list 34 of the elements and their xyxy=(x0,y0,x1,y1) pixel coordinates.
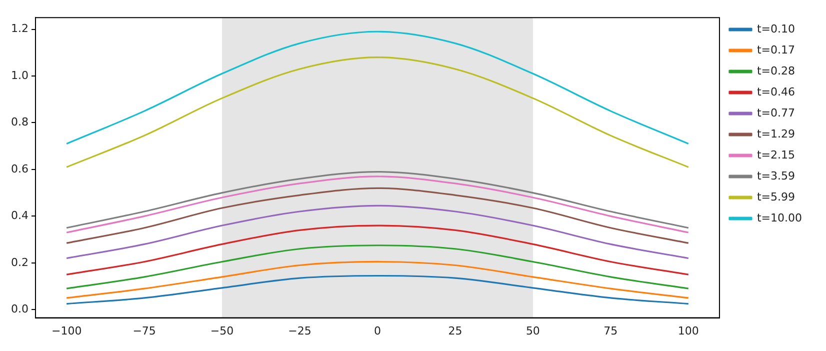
x-tick-label: 50 xyxy=(526,324,540,338)
y-tick-label: 1.0 xyxy=(10,68,28,82)
line-series xyxy=(66,30,690,145)
x-tick-label: 75 xyxy=(604,324,618,338)
x-tick-label: −50 xyxy=(210,324,234,338)
y-tick-label: 0.8 xyxy=(10,116,28,129)
y-tick-label: 0.2 xyxy=(10,256,28,269)
legend-label: t=1.29 xyxy=(756,127,796,140)
legend-label: t=2.15 xyxy=(756,148,796,162)
line-series xyxy=(66,224,690,276)
line-series xyxy=(66,204,690,260)
legend-label: t=10.00 xyxy=(756,211,802,224)
x-tick-label: 100 xyxy=(678,324,699,338)
line-series xyxy=(66,187,690,244)
legend-label: t=5.99 xyxy=(756,190,796,204)
legend-label: t=3.59 xyxy=(756,169,796,182)
x-tick-label: 25 xyxy=(448,324,462,338)
x-tick-label: −100 xyxy=(51,324,82,338)
line-series xyxy=(66,260,690,299)
legend-label: t=0.10 xyxy=(756,22,796,36)
line-series xyxy=(66,274,690,305)
legend-label: t=0.28 xyxy=(756,64,796,78)
line-series xyxy=(66,244,690,290)
x-tick-label: −75 xyxy=(132,324,156,338)
line-series xyxy=(66,56,690,168)
legend-label: t=0.46 xyxy=(756,85,796,98)
x-tick-label: −25 xyxy=(288,324,312,338)
y-tick-label: 0.0 xyxy=(10,302,28,316)
legend-label: t=0.77 xyxy=(756,106,796,120)
y-tick-label: 1.2 xyxy=(10,22,28,36)
y-tick-label: 0.6 xyxy=(10,162,28,176)
x-tick-label: 0 xyxy=(374,324,381,338)
legend-label: t=0.17 xyxy=(756,43,796,56)
y-tick-label: 0.4 xyxy=(10,209,28,222)
